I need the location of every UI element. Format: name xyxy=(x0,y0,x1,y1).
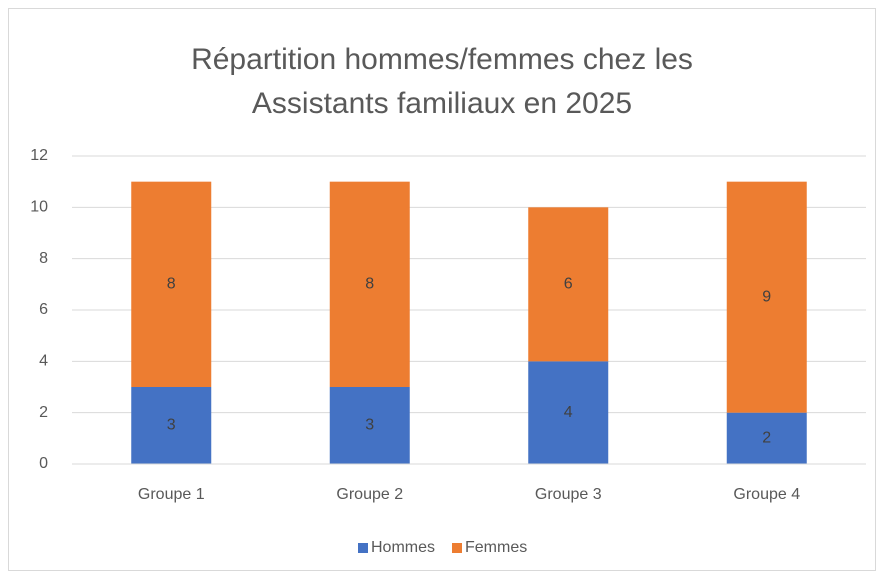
data-label: 8 xyxy=(365,276,374,293)
data-label: 9 xyxy=(762,288,771,305)
data-label: 4 xyxy=(564,404,573,421)
data-label: 2 xyxy=(762,430,771,447)
chart-title: Répartition hommes/femmes chez les Assis… xyxy=(191,43,693,120)
x-tick-label: Groupe 3 xyxy=(535,486,602,503)
y-tick-label: 6 xyxy=(39,301,48,318)
data-label: 8 xyxy=(167,276,176,293)
data-label: 3 xyxy=(167,417,176,434)
bar-segment xyxy=(131,387,212,464)
bar-segment xyxy=(329,387,410,464)
bar-segment xyxy=(528,361,609,464)
bar-segment xyxy=(726,181,807,413)
data-label: 6 xyxy=(564,276,573,293)
legend-swatch xyxy=(358,543,368,553)
y-tick-label: 0 xyxy=(39,455,48,472)
x-tick-label: Groupe 1 xyxy=(138,486,205,503)
y-tick-label: 12 xyxy=(30,147,48,164)
bar-segment xyxy=(528,207,609,362)
legend-label: Hommes xyxy=(371,539,435,556)
legend-label: Femmes xyxy=(465,539,527,556)
y-tick-label: 4 xyxy=(39,353,48,370)
legend-swatch xyxy=(452,543,462,553)
bar-segment xyxy=(726,412,807,464)
y-tick-label: 10 xyxy=(30,199,48,216)
bar-segment xyxy=(131,181,212,387)
x-tick-label: Groupe 2 xyxy=(336,486,403,503)
y-tick-label: 2 xyxy=(39,404,48,421)
x-tick-label: Groupe 4 xyxy=(733,486,800,503)
y-tick-label: 8 xyxy=(39,250,48,267)
data-label: 3 xyxy=(365,417,374,434)
bar-segment xyxy=(329,181,410,387)
